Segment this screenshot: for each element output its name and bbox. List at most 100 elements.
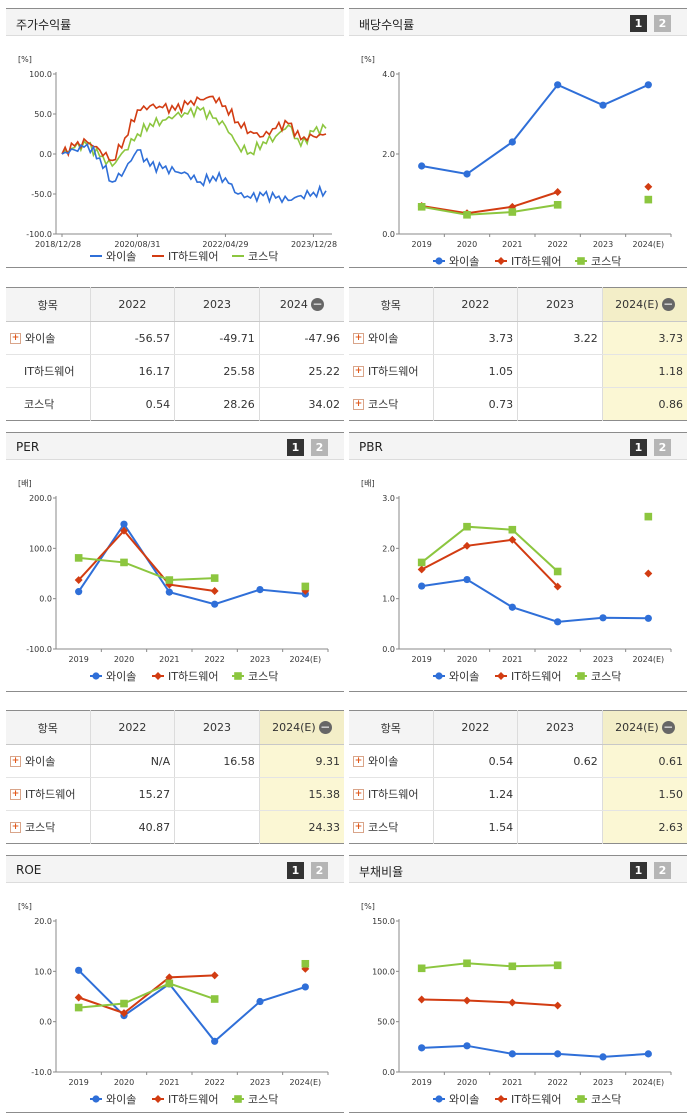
collapse-icon[interactable]: − <box>318 720 332 735</box>
row-label-cell: + 와이솔 <box>349 744 434 778</box>
legend-label: IT하드웨어 <box>168 1092 218 1106</box>
table-cell <box>174 777 260 811</box>
data-point <box>508 525 517 534</box>
legend-label: 코스닥 <box>591 255 621 268</box>
expand-icon[interactable]: + <box>10 332 21 344</box>
y-tick-label: 0.0 <box>382 1068 395 1077</box>
panel-divider <box>6 691 344 692</box>
panel-header: 주가수익률 <box>6 8 344 36</box>
col-header: 2022 <box>433 287 519 322</box>
row-label-cell: + 코스닥 <box>349 810 434 844</box>
x-tick-label: 2019 <box>68 1078 88 1087</box>
series-line <box>77 529 215 592</box>
pbr-panel: PBR 1 2 [배] 3.0 2.0 1.0 0.0 2019 2020 2021 2022 2… <box>349 432 687 692</box>
legend-label: 코스닥 <box>591 1093 621 1106</box>
panel-divider <box>6 267 344 268</box>
row-label: 코스닥 <box>24 398 55 411</box>
page-2-button[interactable]: 2 <box>654 439 671 456</box>
legend-marker <box>234 1095 242 1103</box>
page-2-button[interactable]: 2 <box>654 862 671 879</box>
data-point <box>210 971 219 980</box>
y-tick-label: 4.0 <box>382 70 395 79</box>
data-point <box>75 588 83 596</box>
collapse-icon[interactable]: − <box>310 297 324 312</box>
data-point <box>644 195 653 204</box>
page-1-button[interactable]: 1 <box>287 862 304 879</box>
data-point <box>210 587 219 595</box>
data-point <box>508 208 517 216</box>
page-1-button[interactable]: 1 <box>630 439 647 456</box>
data-point <box>417 558 426 567</box>
legend-marker <box>577 672 585 680</box>
page-1-button[interactable]: 1 <box>630 862 647 879</box>
page-1-button[interactable]: 1 <box>287 439 304 456</box>
data-point <box>74 554 83 562</box>
expand-icon[interactable]: + <box>353 755 364 767</box>
panel-header: PER 1 2 <box>6 432 344 460</box>
expand-icon[interactable]: + <box>10 821 21 833</box>
panel-divider <box>349 267 687 268</box>
col-header-label: 2024(E) <box>615 297 659 311</box>
data-point <box>554 618 562 626</box>
page-2-button[interactable]: 2 <box>311 862 328 879</box>
row-label: 와이솔 <box>25 755 56 768</box>
expand-icon[interactable]: + <box>353 332 364 344</box>
dividend-table: 항목 2022 2023 2024(E) − + 와이솔 3.73 3.22 3.7… <box>349 287 687 421</box>
per-table: 항목 2022 2023 2024(E) − + 와이솔 N/A 16.58 9.3… <box>6 710 344 844</box>
expand-icon[interactable]: + <box>353 365 364 377</box>
col-header: 2023 <box>174 710 260 745</box>
panel-title: 부채비율 <box>359 865 404 879</box>
x-tick-label: 2022 <box>547 655 567 664</box>
collapse-icon[interactable]: − <box>661 720 675 735</box>
data-point <box>508 138 516 146</box>
series-line <box>421 191 558 215</box>
table-cell <box>517 387 603 421</box>
table-cell-estimate: 24.33 <box>259 810 344 844</box>
dividend-panel: 배당수익률 1 2 [%] 4.0 2.0 0.0 2019 2020 2021 2022 20… <box>349 8 687 268</box>
col-header: 항목 <box>6 710 91 745</box>
col-header-estimate: 2024(E) − <box>602 287 687 322</box>
debt-ratio-chart: [%] 150.0 100.0 50.0 0.0 2019 2020 2021 2022 2023… <box>361 902 672 1106</box>
expand-icon[interactable]: + <box>10 788 21 800</box>
expand-icon[interactable]: + <box>353 788 364 800</box>
table-row: + 와이솔 3.73 3.22 3.73 <box>349 321 687 355</box>
x-tick-label: 2024(E) <box>633 655 665 664</box>
data-point <box>644 182 653 191</box>
y-tick-label: 150.0 <box>372 917 395 926</box>
collapse-icon[interactable]: − <box>661 297 675 312</box>
x-tick-label: 2024(E) <box>633 240 665 249</box>
legend-marker <box>435 257 443 265</box>
y-tick-label: 0.0 <box>39 1018 52 1027</box>
x-tick-label: 2021 <box>502 240 522 249</box>
table-cell: 0.54 <box>90 387 176 421</box>
page-1-button[interactable]: 1 <box>630 15 647 32</box>
y-tick-label: 100.0 <box>29 544 52 553</box>
data-point <box>508 962 517 971</box>
table-cell: 34.02 <box>308 397 341 411</box>
panel-title: 주가수익률 <box>16 18 72 32</box>
table-row: + 와이솔 N/A 16.58 9.31 <box>6 744 344 778</box>
data-point <box>553 567 562 576</box>
expand-icon[interactable]: + <box>353 398 364 410</box>
expand-icon[interactable]: + <box>10 755 21 767</box>
series-line <box>78 556 215 582</box>
col-header-label: 2024(E) <box>272 720 316 734</box>
data-point <box>554 1050 562 1058</box>
expand-icon[interactable]: + <box>353 821 364 833</box>
y-tick-label: 0.0 <box>382 645 395 654</box>
y-tick-label: 10.0 <box>34 967 52 976</box>
x-tick-label: 2022 <box>204 655 224 664</box>
table-cell: 16.17 <box>90 354 176 388</box>
debt-ratio-panel: 부채비율 1 2 [%] 150.0 100.0 50.0 0.0 2019 2020 202… <box>349 855 687 1113</box>
page-2-button[interactable]: 2 <box>654 15 671 32</box>
page-2-button[interactable]: 2 <box>311 439 328 456</box>
data-point <box>418 582 426 590</box>
y-tick-label: -100.0 <box>26 645 52 654</box>
data-point <box>120 520 128 528</box>
data-point <box>553 201 562 209</box>
x-tick-label: 2024(E) <box>290 655 322 664</box>
data-point <box>644 81 652 89</box>
col-header-label: 2024(E) <box>615 720 659 734</box>
series-line <box>421 1044 649 1058</box>
col-header: 2022 <box>90 287 176 322</box>
